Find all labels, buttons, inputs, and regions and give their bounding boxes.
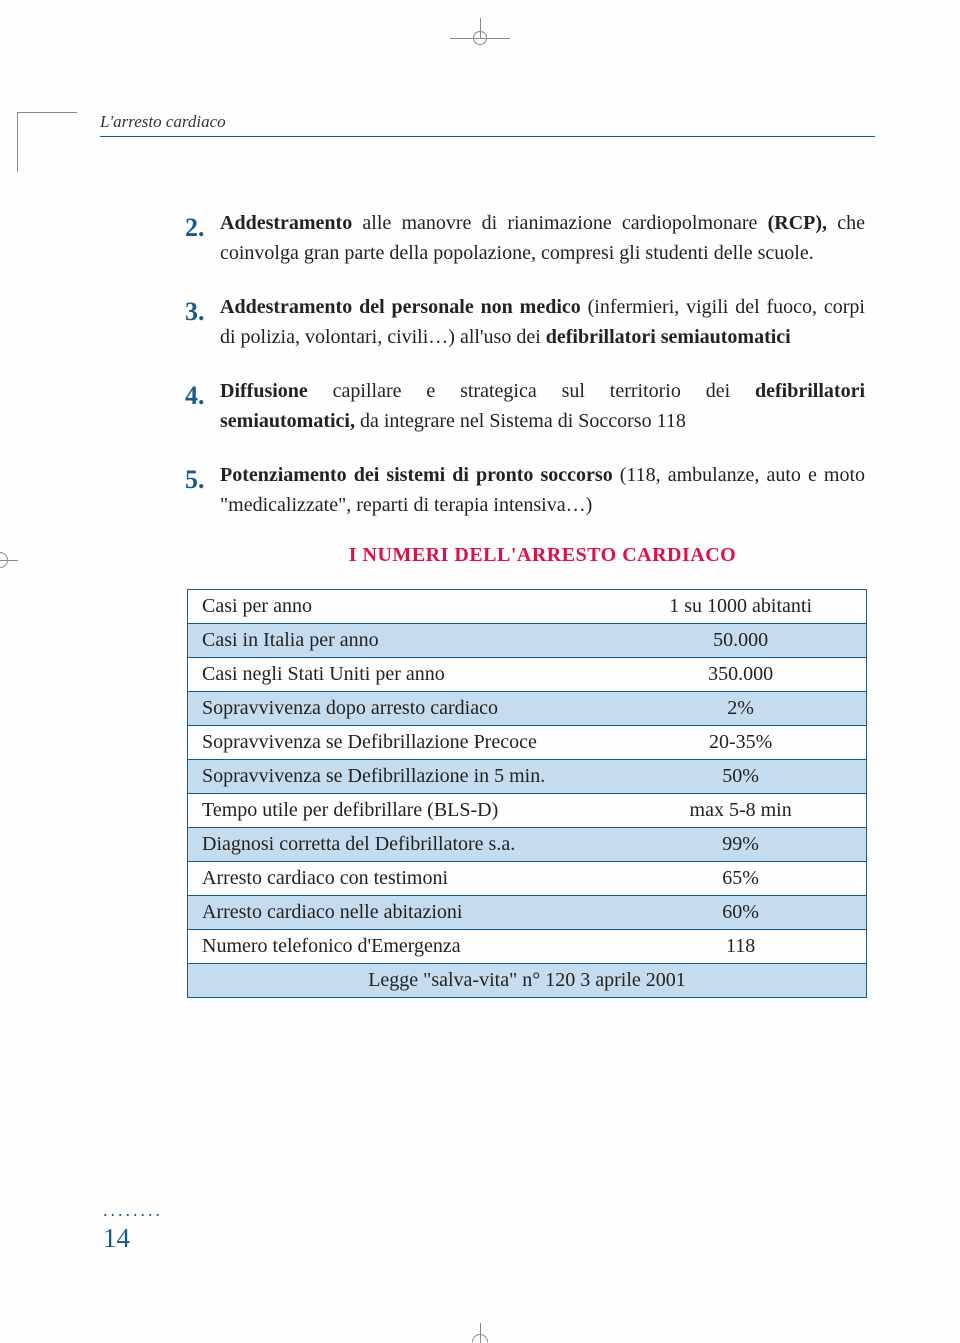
table-row: Casi in Italia per anno50.000 — [188, 624, 867, 658]
page-number-wrap: ........ 14 — [103, 1200, 163, 1254]
table-footer-row: Legge "salva-vita" n° 120 3 aprile 2001 — [188, 964, 867, 998]
table-row: Sopravvivenza se Defibrillazione Precoce… — [188, 726, 867, 760]
list-text: Addestramento del personale non medico (… — [220, 292, 865, 352]
table-cell-value: max 5-8 min — [615, 794, 866, 828]
table-row: Tempo utile per defibrillare (BLS-D)max … — [188, 794, 867, 828]
section-title: I NUMERI DELL'ARRESTO CARDIACO — [220, 544, 865, 567]
list-item: 4. Diffusione capillare e strategica sul… — [185, 376, 865, 436]
table-cell-value: 20-35% — [615, 726, 866, 760]
page-header: L'arresto cardiaco — [100, 112, 875, 137]
table-cell-label: Sopravvivenza dopo arresto cardiaco — [188, 692, 616, 726]
table-cell-label: Sopravvivenza se Defibrillazione in 5 mi… — [188, 760, 616, 794]
table-cell-value: 99% — [615, 828, 866, 862]
table-cell-value: 1 su 1000 abitanti — [615, 590, 866, 624]
list-number: 4. — [185, 376, 220, 436]
table-cell-label: Numero telefonico d'Emergenza — [188, 930, 616, 964]
table-cell-value: 50.000 — [615, 624, 866, 658]
table-cell-value: 2% — [615, 692, 866, 726]
list-text: Diffusione capillare e strategica sul te… — [220, 376, 865, 436]
table-cell-label: Tempo utile per defibrillare (BLS-D) — [188, 794, 616, 828]
table-cell-value: 118 — [615, 930, 866, 964]
table-cell-label: Sopravvivenza se Defibrillazione Precoce — [188, 726, 616, 760]
table-cell-label: Casi negli Stati Uniti per anno — [188, 658, 616, 692]
table-row: Casi negli Stati Uniti per anno350.000 — [188, 658, 867, 692]
page: L'arresto cardiaco 2. Addestramento alle… — [0, 0, 960, 1342]
table-cell-label: Casi per anno — [188, 590, 616, 624]
table-cell-value: 60% — [615, 896, 866, 930]
crop-mark-top — [465, 38, 495, 68]
table-row: Sopravvivenza se Defibrillazione in 5 mi… — [188, 760, 867, 794]
content-area: 2. Addestramento alle manovre di rianima… — [185, 208, 865, 998]
table-cell-label: Arresto cardiaco con testimoni — [188, 862, 616, 896]
table-cell-value: 350.000 — [615, 658, 866, 692]
page-number: 14 — [103, 1223, 163, 1254]
list-text: Potenziamento dei sistemi di pronto socc… — [220, 460, 865, 520]
table-row: Sopravvivenza dopo arresto cardiaco2% — [188, 692, 867, 726]
list-text: Addestramento alle manovre di rianimazio… — [220, 208, 865, 268]
list-number: 2. — [185, 208, 220, 268]
list-item: 2. Addestramento alle manovre di rianima… — [185, 208, 865, 268]
table-row: Numero telefonico d'Emergenza118 — [188, 930, 867, 964]
table-footer-cell: Legge "salva-vita" n° 120 3 aprile 2001 — [188, 964, 867, 998]
table-cell-label: Arresto cardiaco nelle abitazioni — [188, 896, 616, 930]
table-cell-label: Diagnosi corretta del Defibrillatore s.a… — [188, 828, 616, 862]
page-header-title: L'arresto cardiaco — [100, 112, 875, 137]
table-row: Casi per anno1 su 1000 abitanti — [188, 590, 867, 624]
list-item: 5. Potenziamento dei sistemi di pronto s… — [185, 460, 865, 520]
table-cell-label: Casi in Italia per anno — [188, 624, 616, 658]
table-row: Arresto cardiaco con testimoni65% — [188, 862, 867, 896]
table-cell-value: 50% — [615, 760, 866, 794]
table-row: Arresto cardiaco nelle abitazioni60% — [188, 896, 867, 930]
list-number: 5. — [185, 460, 220, 520]
stats-table: Casi per anno1 su 1000 abitantiCasi in I… — [187, 589, 867, 998]
page-number-dots: ........ — [103, 1200, 163, 1221]
list-number: 3. — [185, 292, 220, 352]
table-row: Diagnosi corretta del Defibrillatore s.a… — [188, 828, 867, 862]
table-cell-value: 65% — [615, 862, 866, 896]
list-item: 3. Addestramento del personale non medic… — [185, 292, 865, 352]
